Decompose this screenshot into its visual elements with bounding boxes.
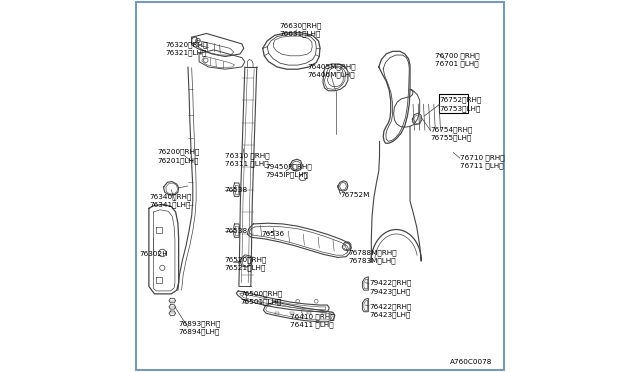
Text: 76302H: 76302H (140, 251, 168, 257)
Text: 76340〈RH〉
76341〈LH〉: 76340〈RH〉 76341〈LH〉 (150, 193, 192, 208)
Text: 76752M: 76752M (340, 192, 370, 198)
Text: 76310 〈RH〉
76311 〈LH〉: 76310 〈RH〉 76311 〈LH〉 (225, 153, 270, 167)
Text: 76630〈RH〉
76631〈LH〉: 76630〈RH〉 76631〈LH〉 (279, 22, 321, 37)
Text: 76320〈RH〉
76321〈LH〉: 76320〈RH〉 76321〈LH〉 (166, 41, 208, 56)
Bar (439, 94, 468, 113)
Text: 76410 〈RH〉
76411 〈LH〉: 76410 〈RH〉 76411 〈LH〉 (291, 313, 335, 328)
Text: 76538: 76538 (224, 187, 247, 193)
Text: 76754〈RH〉
76755〈LH〉: 76754〈RH〉 76755〈LH〉 (431, 126, 473, 141)
Text: 76520〈RH〉
76521〈LH〉: 76520〈RH〉 76521〈LH〉 (224, 257, 266, 272)
Text: 76710 〈RH〉
76711 〈LH〉: 76710 〈RH〉 76711 〈LH〉 (460, 154, 504, 169)
Text: 79450P〈RH〉
7945lP〈LH〉: 79450P〈RH〉 7945lP〈LH〉 (265, 164, 312, 179)
Text: 76536: 76536 (261, 231, 284, 237)
Text: 76200〈RH〉
76201〈LH〉: 76200〈RH〉 76201〈LH〉 (157, 149, 200, 164)
Text: 76893〈RH〉
76894〈LH〉: 76893〈RH〉 76894〈LH〉 (178, 321, 220, 336)
Text: 76405M〈RH〉
76406M〈LH〉: 76405M〈RH〉 76406M〈LH〉 (307, 63, 356, 78)
Text: 76752〈RH〉
76753〈LH〉: 76752〈RH〉 76753〈LH〉 (440, 97, 482, 112)
Text: 76788M〈RH〉
76783M〈LH〉: 76788M〈RH〉 76783M〈LH〉 (348, 249, 397, 264)
Text: 76538: 76538 (224, 228, 247, 234)
Text: A760C0078: A760C0078 (449, 359, 492, 365)
Text: 79422〈RH〉
79423〈LH〉: 79422〈RH〉 79423〈LH〉 (369, 280, 412, 295)
Text: 76500〈RH〉
76501〈LH〉: 76500〈RH〉 76501〈LH〉 (240, 290, 282, 305)
Text: 76700 〈RH〉
76701 〈LH〉: 76700 〈RH〉 76701 〈LH〉 (435, 52, 480, 67)
Text: 76422〈RH〉
76423〈LH〉: 76422〈RH〉 76423〈LH〉 (369, 303, 412, 318)
